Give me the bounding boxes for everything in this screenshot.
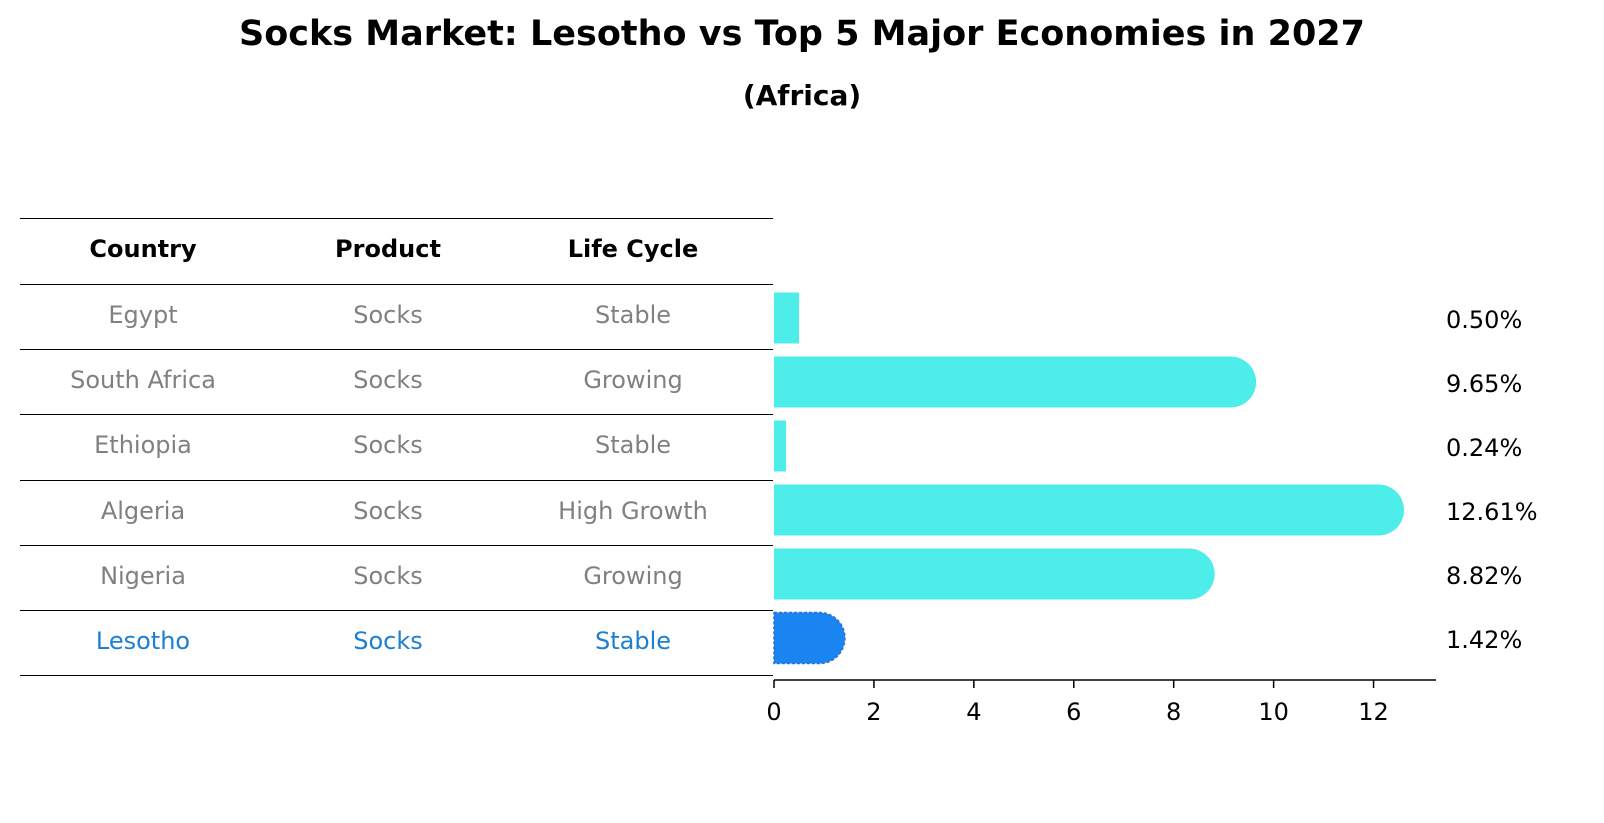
row-egypt-country: Egypt xyxy=(108,301,178,329)
row-south-africa-life-cycle: Growing xyxy=(583,366,683,394)
row-south-africa-product: Socks xyxy=(353,366,423,394)
x-tick-label: 0 xyxy=(766,698,781,726)
bar-lesotho xyxy=(773,611,846,665)
table-rule xyxy=(20,610,773,611)
bar-south-africa xyxy=(774,356,1257,408)
row-algeria-life-cycle: High Growth xyxy=(558,497,708,525)
bar-nigeria xyxy=(774,548,1215,600)
header-country: Country xyxy=(89,235,197,263)
table-rule xyxy=(20,284,773,285)
table-rule xyxy=(20,218,773,219)
row-lesotho-product: Socks xyxy=(353,627,423,655)
row-egypt-life-cycle: Stable xyxy=(594,301,672,329)
table-rule xyxy=(20,414,773,415)
row-south-africa-country: South Africa xyxy=(70,366,216,394)
header-product: Product xyxy=(335,235,441,263)
row-algeria-product: Socks xyxy=(353,497,423,525)
row-lesotho-life-cycle: Stable xyxy=(594,627,672,655)
x-tick-label: 8 xyxy=(1166,698,1181,726)
bar-ethiopia xyxy=(774,420,786,472)
row-egypt-product: Socks xyxy=(353,301,423,329)
row-nigeria-life-cycle: Growing xyxy=(583,562,683,590)
value-label-lesotho: 1.42% xyxy=(1446,626,1522,654)
header-life-cycle: Life Cycle xyxy=(567,235,699,263)
table-rule xyxy=(20,675,773,676)
row-lesotho-country: Lesotho xyxy=(95,627,191,655)
x-tick-label: 4 xyxy=(966,698,981,726)
value-label-south-africa: 9.65% xyxy=(1446,370,1522,398)
bar-egypt xyxy=(774,292,799,344)
bar-algeria xyxy=(774,484,1405,536)
row-ethiopia-country: Ethiopia xyxy=(94,431,192,459)
x-tick-label: 6 xyxy=(1066,698,1081,726)
chart-title: Socks Market: Lesotho vs Top 5 Major Eco… xyxy=(239,14,1365,54)
row-ethiopia-life-cycle: Stable xyxy=(594,431,672,459)
x-tick-label: 12 xyxy=(1358,698,1389,726)
value-label-egypt: 0.50% xyxy=(1446,306,1522,334)
chart-subtitle: (Africa) xyxy=(742,79,862,112)
table-rule xyxy=(20,349,773,350)
row-ethiopia-product: Socks xyxy=(353,431,423,459)
value-label-ethiopia: 0.24% xyxy=(1446,434,1522,462)
row-algeria-country: Algeria xyxy=(100,497,186,525)
row-nigeria-product: Socks xyxy=(353,562,423,590)
x-tick-label: 10 xyxy=(1258,698,1289,726)
table-rule xyxy=(20,480,773,481)
row-nigeria-country: Nigeria xyxy=(100,562,186,590)
value-label-algeria: 12.61% xyxy=(1446,498,1538,526)
table-rule xyxy=(20,545,773,546)
value-label-nigeria: 8.82% xyxy=(1446,562,1522,590)
x-tick-label: 2 xyxy=(866,698,881,726)
